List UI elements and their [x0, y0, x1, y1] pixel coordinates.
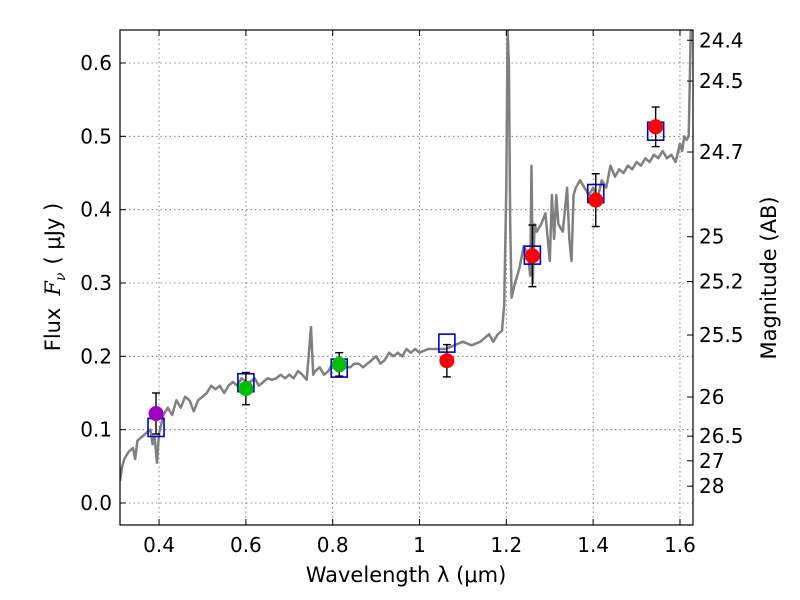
magnitude-tick-label: 26.5: [699, 424, 744, 448]
x-tick-label: 1.6: [664, 533, 696, 557]
x-tick-label: 1.4: [577, 533, 609, 557]
observed-flux-point: [648, 119, 664, 135]
y-tick-label: 0.4: [80, 198, 112, 222]
x-tick-label: 0.4: [143, 533, 175, 557]
magnitude-tick-label: 25: [699, 225, 724, 249]
x-tick-label: 0.6: [230, 533, 262, 557]
x-tick-label: 1: [413, 533, 426, 557]
observed-flux-point: [148, 406, 164, 422]
y-tick-label: 0.0: [80, 491, 112, 515]
model-spectrum-layer: [120, 30, 693, 482]
x-tick-label: 1.2: [490, 533, 522, 557]
magnitude-tick-label: 25.5: [699, 323, 744, 347]
grid-layer: [120, 30, 693, 525]
y-axis-label-flux: Flux: [41, 308, 65, 352]
magnitude-tick-label: 24.7: [699, 140, 744, 164]
observed-flux-point: [331, 356, 347, 372]
plot-frame: [119, 29, 694, 526]
y-axis-label: Flux Fν ( μJy ): [41, 203, 69, 351]
y-tick-label: 0.6: [80, 51, 112, 75]
magnitude-axis-label: Magnitude (AB): [757, 196, 781, 359]
y-tick-label: 0.2: [80, 344, 112, 368]
observed-flux-point: [588, 192, 604, 208]
magnitude-tick-label: 27: [699, 449, 724, 473]
ticks-layer: 0.4 0.6 0.8 1 1.2 1.4 1.6 0.0 0.1 0.2 0.3 0.4 0.5 0.6…: [80, 28, 743, 557]
y-tick-label: 0.5: [80, 124, 112, 148]
x-axis-label: Wavelength λ (μm): [306, 563, 507, 587]
magnitude-tick-label: 24.5: [699, 69, 744, 93]
y-tick-label: 0.3: [80, 271, 112, 295]
magnitude-tick-label: 26: [699, 385, 724, 409]
y-axis-label-subscript: ν: [53, 272, 69, 281]
model-spectrum-line: [120, 30, 693, 482]
y-axis-label-symbol: F: [41, 280, 65, 297]
magnitude-tick-label: 25.2: [699, 270, 744, 294]
x-tick-label: 0.8: [317, 533, 349, 557]
magnitude-tick-label: 24.4: [699, 28, 744, 52]
observed-flux-point: [524, 248, 540, 264]
observed-flux-point: [238, 381, 254, 397]
data-points-layer: [147, 106, 665, 438]
y-tick-label: 0.1: [80, 418, 112, 442]
magnitude-tick-label: 28: [699, 474, 724, 498]
observed-flux-point: [439, 353, 455, 369]
y-axis-label-unit: ( μJy ): [41, 203, 65, 265]
